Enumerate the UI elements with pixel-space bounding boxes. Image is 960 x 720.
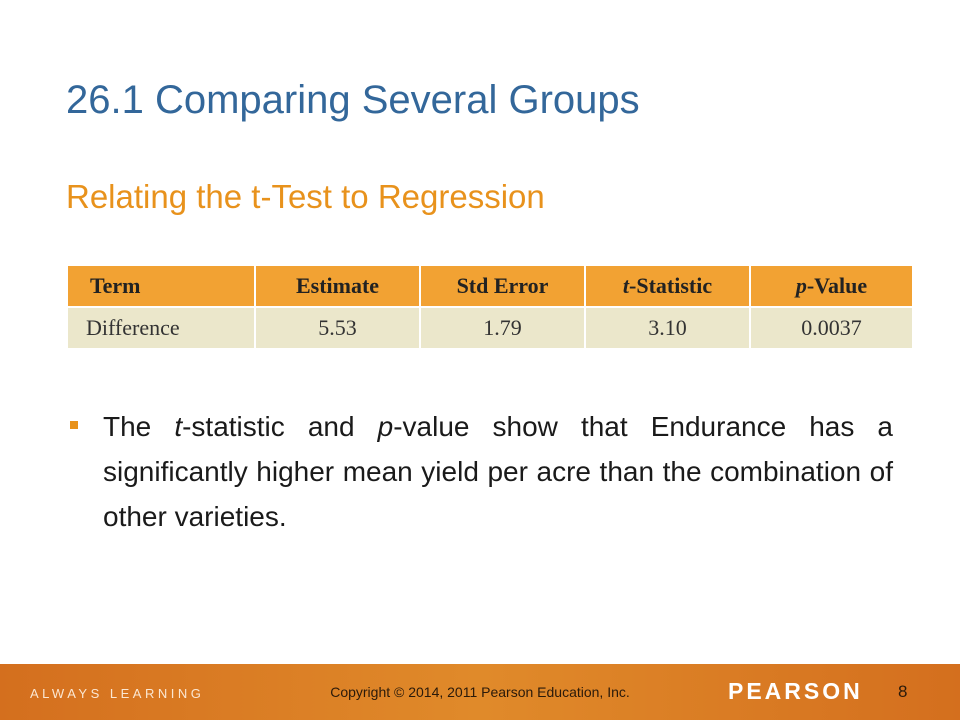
bullet-text: The t-statistic and p-value show that En… xyxy=(103,404,893,539)
text-run: Term xyxy=(90,273,141,298)
header-cell: Std Error xyxy=(421,266,584,306)
bullet-marker xyxy=(70,421,78,429)
brand: PEARSON xyxy=(728,678,863,704)
header-cell: t-Statistic xyxy=(586,266,749,306)
copyright: Copyright © 2014, 2011 Pearson Education… xyxy=(330,684,630,700)
table-cell: 0.0037 xyxy=(751,308,912,348)
text-run: The xyxy=(103,411,175,442)
table-cell: Difference xyxy=(68,308,254,348)
header-cell: p-Value xyxy=(751,266,912,306)
table-body: Difference 5.53 1.79 3.10 0.0037 xyxy=(68,308,912,348)
slide-title: 26.1 Comparing Several Groups xyxy=(66,78,640,122)
header-row: Term Estimate Std Error t-Statistic p-Value xyxy=(68,266,912,306)
text-run: t xyxy=(622,273,630,298)
results-table: Term Estimate Std Error t-Statistic p-Value … xyxy=(66,264,914,350)
text-run: -value show that Endurance has a signifi… xyxy=(103,411,893,532)
table-cell: 5.53 xyxy=(256,308,419,348)
header-cell: Term xyxy=(68,266,254,306)
text-run: p xyxy=(377,411,394,442)
text-run: Std Error xyxy=(456,273,549,298)
text-run: p xyxy=(795,273,807,298)
table-cell: 3.10 xyxy=(586,308,749,348)
text-run: -Value xyxy=(806,273,868,298)
page-number: 8 xyxy=(898,682,908,701)
slide-subtitle: Relating the t-Test to Regression xyxy=(66,178,545,215)
table-row: Difference 5.53 1.79 3.10 0.0037 xyxy=(68,308,912,348)
table-cell: 1.79 xyxy=(421,308,584,348)
text-run: -Statistic xyxy=(629,273,713,298)
text-run: t xyxy=(174,411,183,442)
footer: ALWAYS LEARNING Copyright © 2014, 2011 P… xyxy=(0,664,960,720)
text-run: -statistic and xyxy=(182,411,378,442)
text-run: Estimate xyxy=(295,273,380,298)
footer-tagline: ALWAYS LEARNING xyxy=(30,686,205,701)
header-cell: Estimate xyxy=(256,266,419,306)
